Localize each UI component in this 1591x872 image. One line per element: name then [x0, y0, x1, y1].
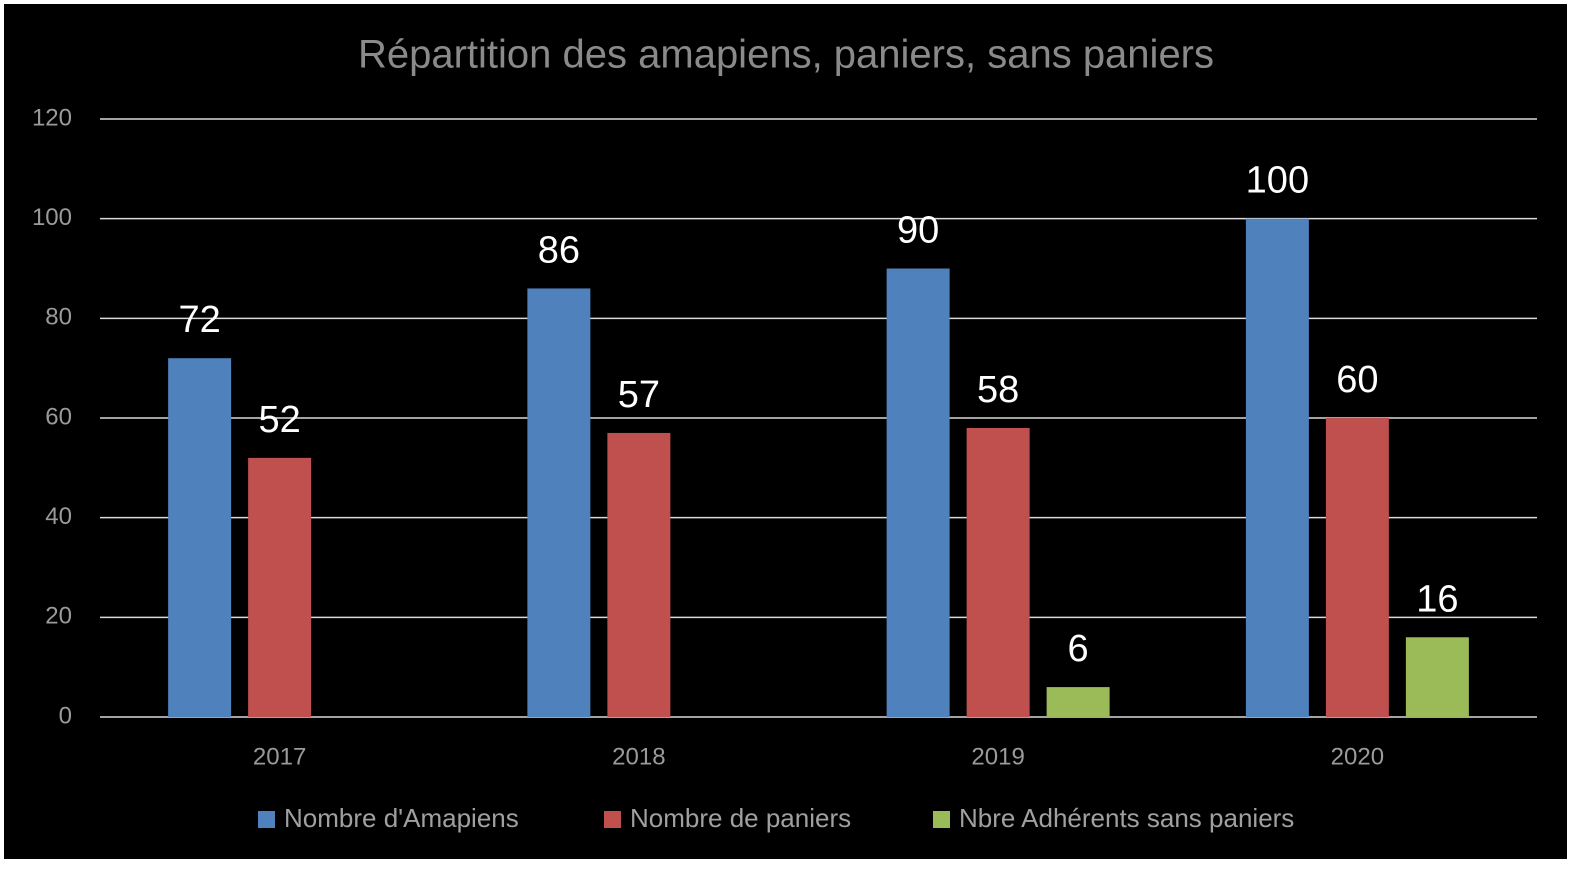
y-tick-label: 40 [45, 503, 72, 530]
bar [607, 432, 671, 717]
legend-label: Nombre d'Amapiens [284, 803, 519, 833]
value-label: 86 [538, 229, 580, 271]
value-label: 6 [1068, 628, 1089, 670]
y-tick-label: 60 [45, 403, 72, 430]
legend-swatch [604, 811, 621, 828]
bar [248, 457, 312, 717]
legend-swatch [933, 811, 950, 828]
y-tick-label: 0 [59, 702, 72, 729]
x-tick-label: 2018 [612, 743, 665, 770]
bar [1245, 218, 1309, 717]
legend-label: Nombre de paniers [630, 803, 851, 833]
value-label: 72 [178, 299, 220, 341]
x-tick-label: 2019 [971, 743, 1024, 770]
x-tick-label: 2020 [1331, 743, 1384, 770]
y-tick-label: 80 [45, 304, 72, 331]
value-label: 52 [258, 399, 300, 441]
bar [886, 268, 950, 717]
value-label: 100 [1246, 160, 1309, 202]
value-label: 57 [618, 374, 660, 416]
legend-label: Nbre Adhérents sans paniers [959, 803, 1294, 833]
value-label: 60 [1336, 359, 1378, 401]
y-tick-label: 120 [32, 104, 72, 131]
value-label: 16 [1416, 578, 1458, 620]
x-tick-label: 2017 [253, 743, 306, 770]
y-tick-label: 100 [32, 204, 72, 231]
value-label: 58 [977, 369, 1019, 411]
bar [1405, 637, 1469, 717]
chart-title: Répartition des amapiens, paniers, sans … [358, 33, 1214, 77]
legend-swatch [258, 811, 275, 828]
y-tick-label: 20 [45, 603, 72, 630]
bar [1325, 418, 1389, 717]
bar [1046, 687, 1110, 717]
value-label: 90 [897, 210, 939, 252]
bar [168, 358, 232, 717]
bar [966, 427, 1030, 717]
bar [527, 288, 591, 717]
